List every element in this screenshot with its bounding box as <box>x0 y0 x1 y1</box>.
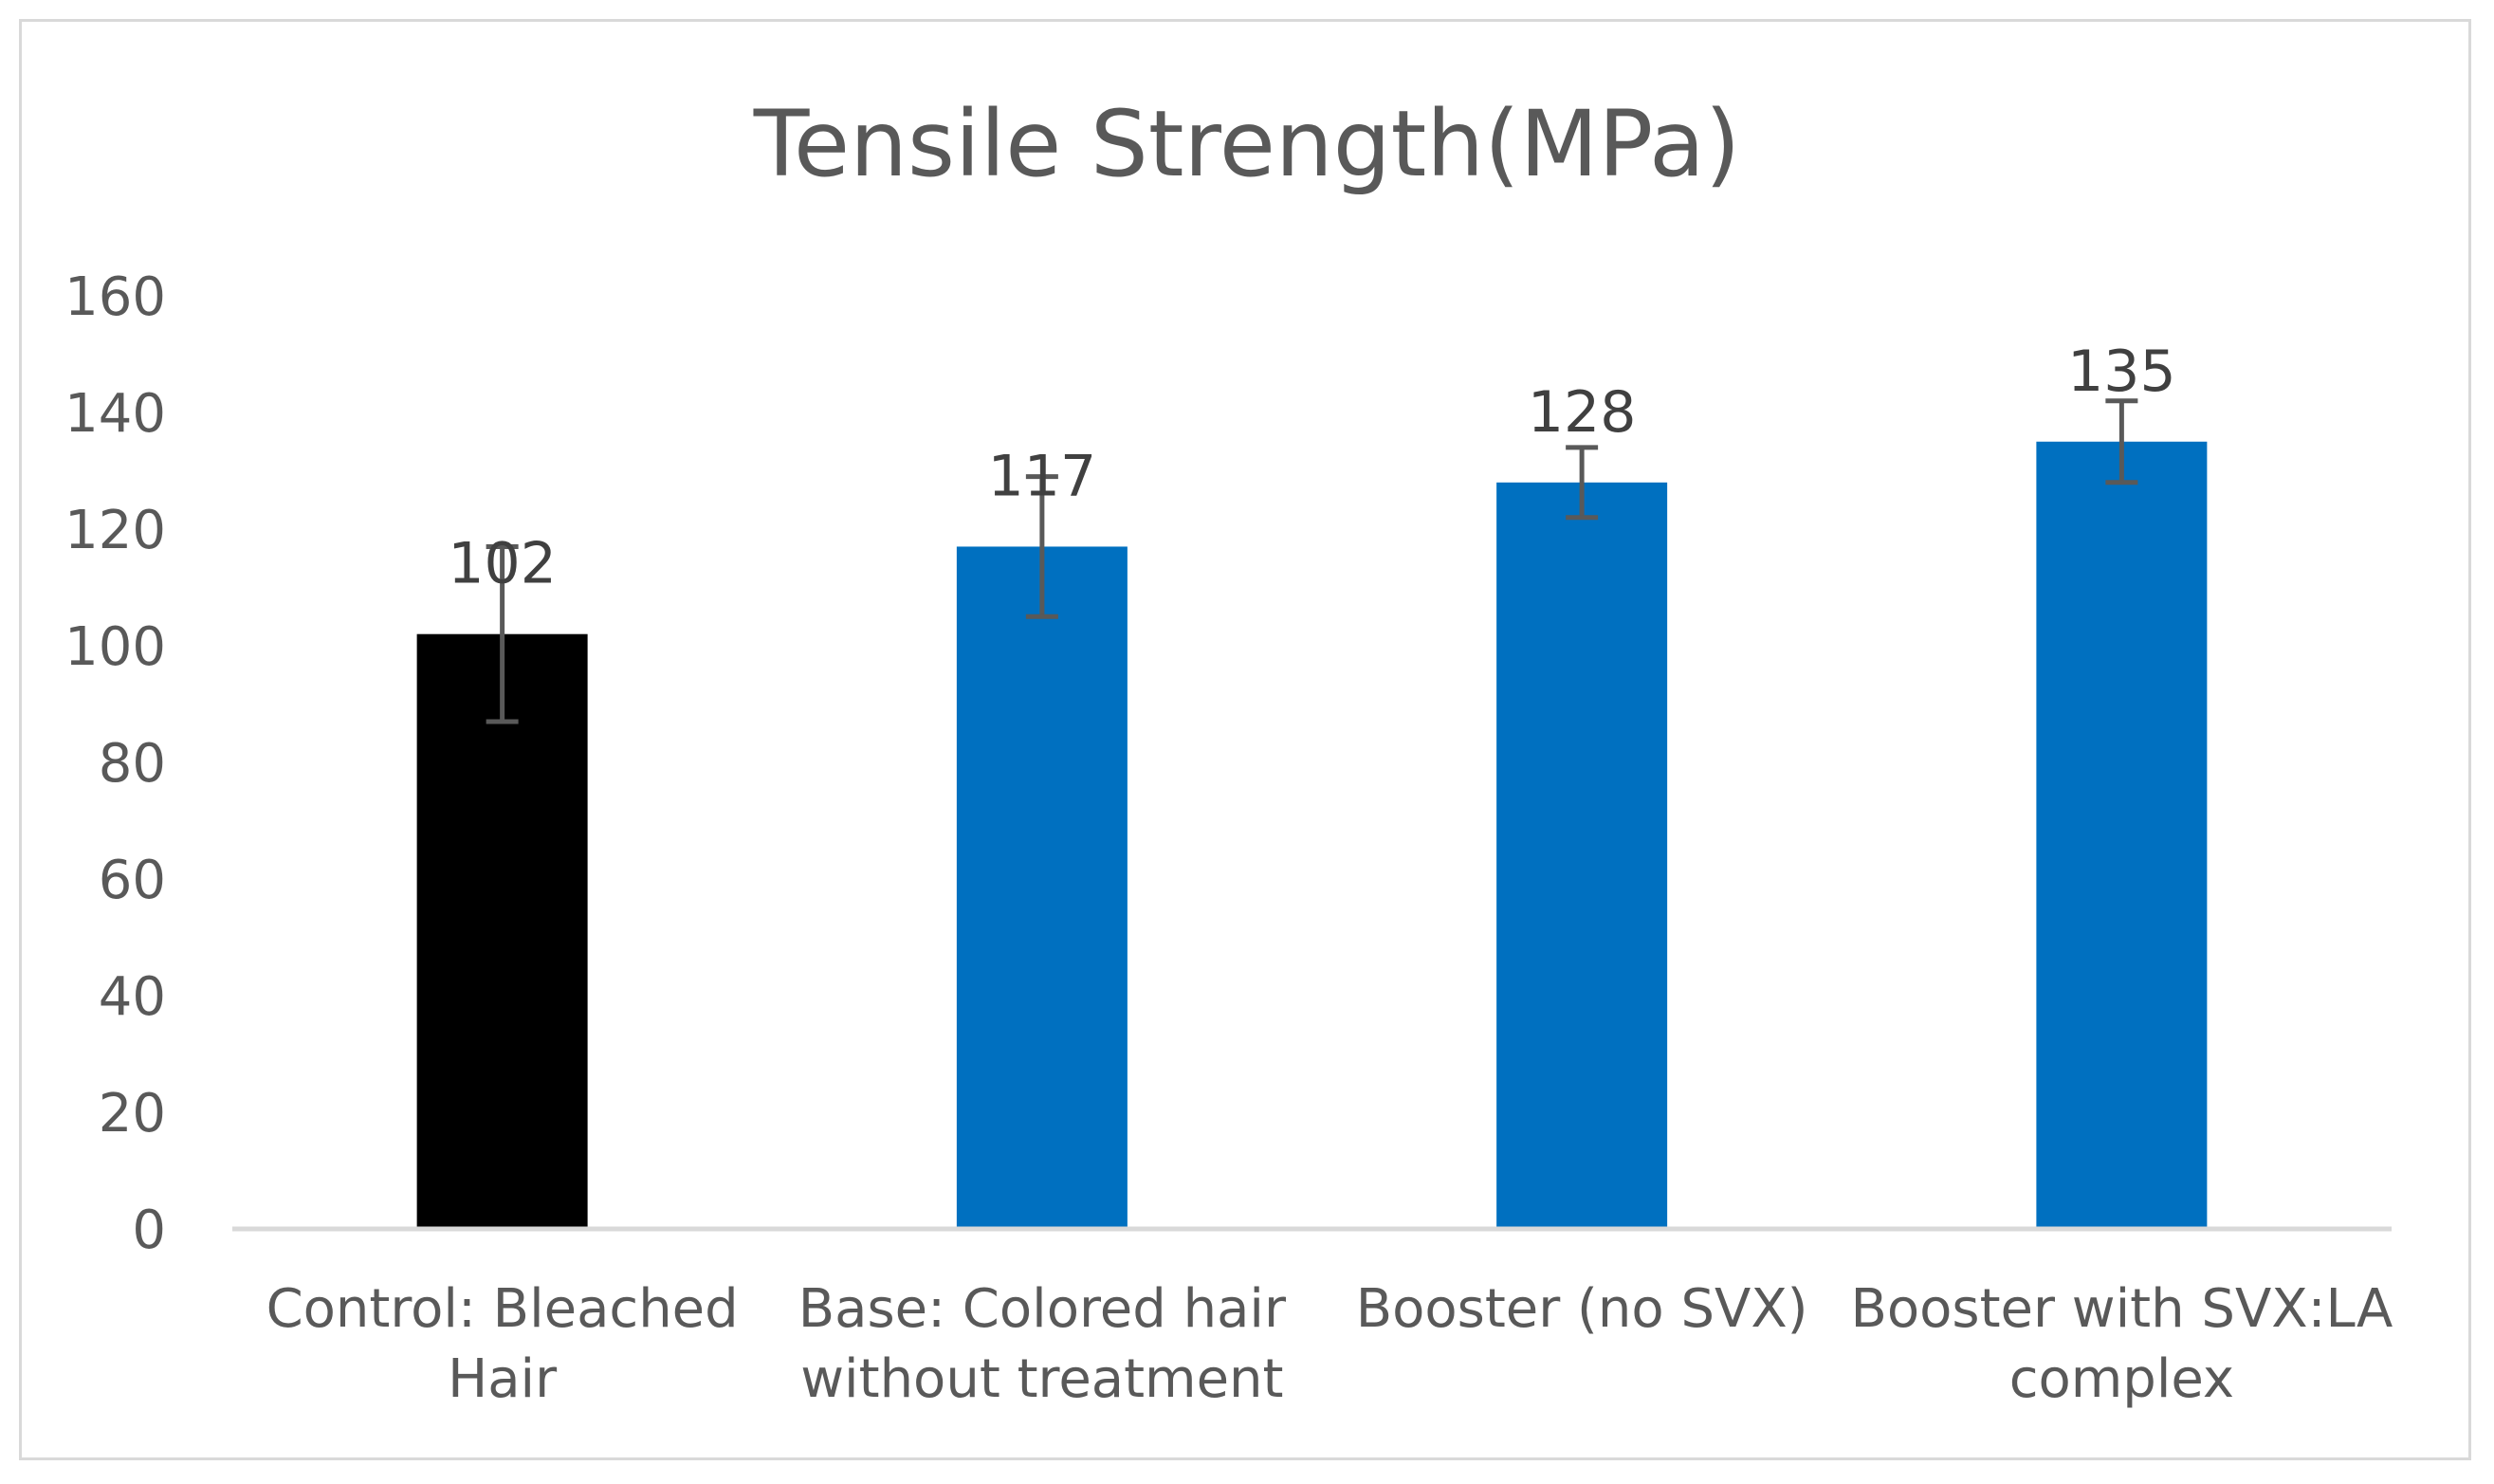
y-tick-label: 140 <box>64 383 166 445</box>
x-tick-label: Booster with SVX:LA complex <box>1850 1278 2393 1410</box>
x-axis-labels: Control: Bleached Hair Base: Colored hair w… <box>266 1278 2393 1410</box>
data-label: 102 <box>448 531 557 597</box>
bar <box>2036 441 2208 1229</box>
bar <box>416 633 588 1229</box>
error-bar <box>1025 474 1058 619</box>
data-label: 117 <box>988 443 1097 509</box>
y-tick-label: 120 <box>64 500 166 561</box>
x-tick-label: Control: Bleached Hair <box>266 1278 739 1410</box>
x-tick-label-line: Hair <box>448 1348 558 1410</box>
bars <box>416 441 2208 1229</box>
x-tick-label-line: Booster (no SVX) <box>1356 1278 1808 1340</box>
y-tick-label: 40 <box>99 966 166 1028</box>
x-tick-label: Base: Colored hair without treatment <box>798 1278 1287 1410</box>
data-label: 128 <box>1528 379 1637 446</box>
bar <box>1496 482 1668 1229</box>
x-tick-label-line: Booster with SVX:LA <box>1850 1278 2393 1340</box>
y-tick-label: 80 <box>99 733 166 795</box>
y-tick-label: 160 <box>64 266 166 328</box>
x-tick-label-line: complex <box>2009 1348 2234 1410</box>
x-tick-label-line: Control: Bleached <box>266 1278 739 1340</box>
y-tick-label: 100 <box>64 616 166 678</box>
x-tick-label-line: Base: Colored hair <box>798 1278 1287 1340</box>
data-label: 135 <box>2067 339 2176 405</box>
data-labels: 102 117 128 135 <box>448 339 2175 597</box>
error-bar <box>1566 445 1599 521</box>
error-bar <box>2105 398 2138 486</box>
chart-title: Tensile Strength(MPa) <box>753 91 1741 197</box>
x-tick-label-line: without treatment <box>800 1348 1283 1410</box>
y-tick-label: 20 <box>99 1083 166 1145</box>
x-tick-label: Booster (no SVX) <box>1356 1278 1808 1340</box>
y-tick-label: 0 <box>132 1200 166 1261</box>
error-bar <box>486 543 519 724</box>
y-tick-label: 60 <box>99 850 166 911</box>
y-axis-ticks: 0 20 40 60 80 100 120 140 160 <box>64 266 166 1261</box>
error-bars <box>486 398 2138 724</box>
bar <box>956 546 1128 1229</box>
